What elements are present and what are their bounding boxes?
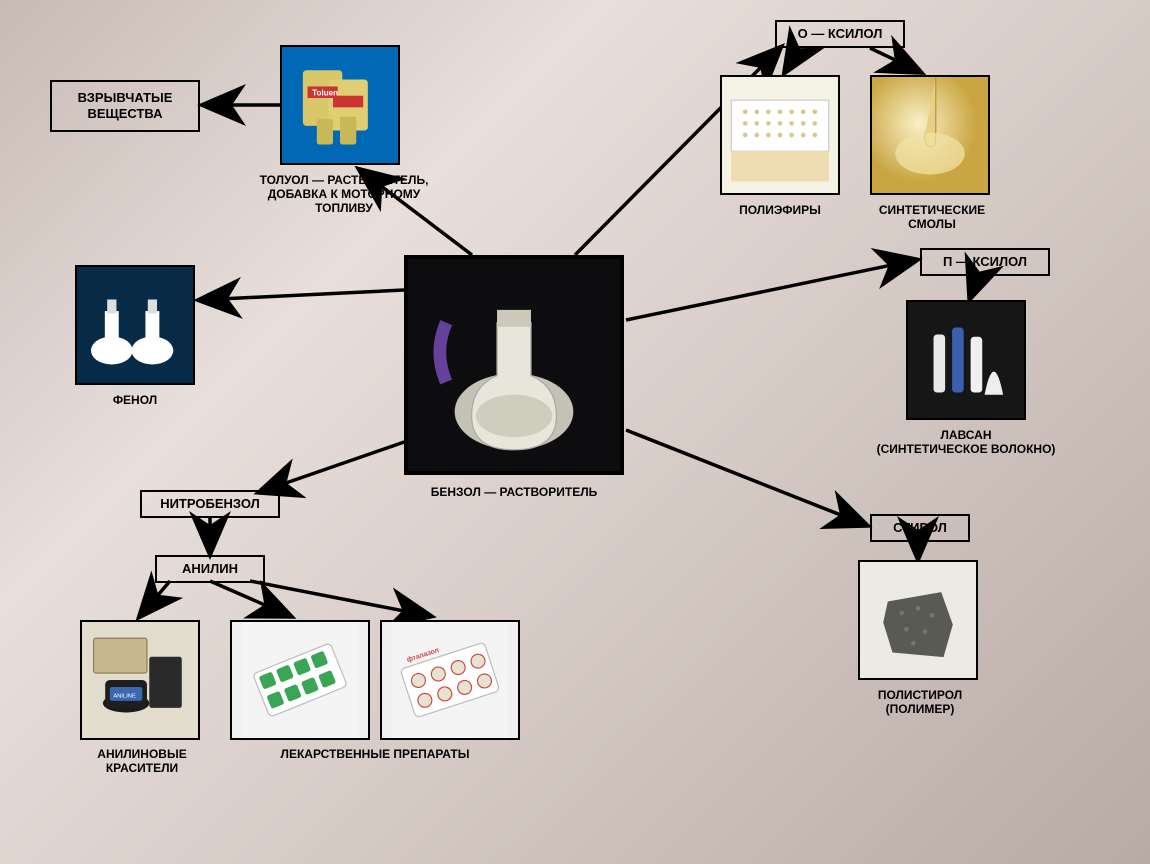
aniline-label: АНИЛИН: [155, 555, 265, 583]
polyesters-node: [720, 75, 840, 195]
nitrobenzene-label: НИТРОБЕНЗОЛ: [140, 490, 280, 518]
phenol-caption-node: ФЕНОЛ: [75, 390, 195, 408]
aniline-dyes-node: ANILINE: [80, 620, 200, 740]
lavsan-image: [906, 300, 1026, 420]
toluene-node: Toluen: [280, 45, 400, 165]
drugs-image-2-node: фталазол: [380, 620, 520, 740]
aniline-dyes-caption-node: АНИЛИНОВЫЕКРАСИТЕЛИ: [80, 744, 204, 776]
polystyrene-label: ПОЛИСТИРОЛ(ПОЛИМЕР): [858, 689, 982, 717]
arrow-oxylene-to-polyesters: [785, 48, 800, 72]
oxylene-label: О — КСИЛОЛ: [775, 20, 905, 48]
drugs-image-1-node: [230, 620, 370, 740]
lavsan-caption-node: ЛАВСАН(СИНТЕТИЧЕСКОЕ ВОЛОКНО): [856, 425, 1076, 457]
polystyrene-caption-node: ПОЛИСТИРОЛ(ПОЛИМЕР): [858, 685, 982, 717]
toluene-label: ТОЛУОЛ — РАСТВОРИТЕЛЬ,ДОБАВКА К МОТОРНОМ…: [244, 174, 444, 215]
benzene-image: [404, 255, 624, 475]
svg-text:ANILINE: ANILINE: [113, 693, 136, 699]
benzene-label: БЕНЗОЛ — РАСТВОРИТЕЛЬ: [404, 486, 624, 500]
styrene-label: СТИРОЛ: [870, 514, 970, 542]
polyesters-caption-node: ПОЛИЭФИРЫ: [720, 200, 840, 218]
arrow-aniline-to-drugs2: [250, 581, 430, 616]
aniline-node: АНИЛИН: [155, 555, 265, 583]
center-caption: БЕНЗОЛ — РАСТВОРИТЕЛЬ: [404, 482, 624, 500]
explosives-node: ВЗРЫВЧАТЫЕВЕЩЕСТВА: [50, 80, 200, 132]
resins-image: [870, 75, 990, 195]
lavsan-label: ЛАВСАН(СИНТЕТИЧЕСКОЕ ВОЛОКНО): [856, 429, 1076, 457]
arrow-center-to-nitrobenzene: [260, 440, 410, 492]
resins-node: [870, 75, 990, 195]
toluene-image: Toluen: [280, 45, 400, 165]
drugs-label: ЛЕКАРСТВЕННЫЕ ПРЕПАРАТЫ: [230, 748, 520, 762]
arrow-aniline-to-dyes: [140, 581, 170, 616]
phenol-node: [75, 265, 195, 385]
arrow-oxylene-to-resins: [870, 48, 920, 72]
arrow-pxylene-to-lavsan: [970, 276, 978, 298]
pxylene-node: П — КСИЛОЛ: [920, 248, 1050, 276]
drugs-image-2: фталазол: [380, 620, 520, 740]
arrow-center-to-pxylene: [626, 260, 916, 320]
arrow-center-to-styrene: [626, 430, 866, 525]
explosives-label: ВЗРЫВЧАТЫЕВЕЩЕСТВА: [50, 80, 200, 132]
drugs-image-1: [230, 620, 370, 740]
phenol-image: [75, 265, 195, 385]
arrow-aniline-to-drugs1: [210, 581, 290, 616]
arrow-center-to-phenol: [200, 290, 404, 300]
drugs-caption-node: ЛЕКАРСТВЕННЫЕ ПРЕПАРАТЫ: [230, 744, 520, 762]
center-node: [404, 255, 624, 475]
phenol-label: ФЕНОЛ: [75, 394, 195, 408]
nitrobenzene-node: НИТРОБЕНЗОЛ: [140, 490, 280, 518]
polystyrene-image: [858, 560, 978, 680]
lavsan-node: [906, 300, 1026, 420]
toluene-caption-node: ТОЛУОЛ — РАСТВОРИТЕЛЬ,ДОБАВКА К МОТОРНОМ…: [244, 170, 444, 215]
oxylene-node: О — КСИЛОЛ: [775, 20, 905, 48]
resins-label: СИНТЕТИЧЕСКИЕСМОЛЫ: [870, 204, 994, 232]
polyesters-image: [720, 75, 840, 195]
polystyrene-node: [858, 560, 978, 680]
aniline-dyes-image: ANILINE: [80, 620, 200, 740]
resins-caption-node: СИНТЕТИЧЕСКИЕСМОЛЫ: [870, 200, 994, 232]
aniline-dyes-label: АНИЛИНОВЫЕКРАСИТЕЛИ: [80, 748, 204, 776]
polyesters-label: ПОЛИЭФИРЫ: [720, 204, 840, 218]
styrene-node: СТИРОЛ: [870, 514, 970, 542]
pxylene-label: П — КСИЛОЛ: [920, 248, 1050, 276]
